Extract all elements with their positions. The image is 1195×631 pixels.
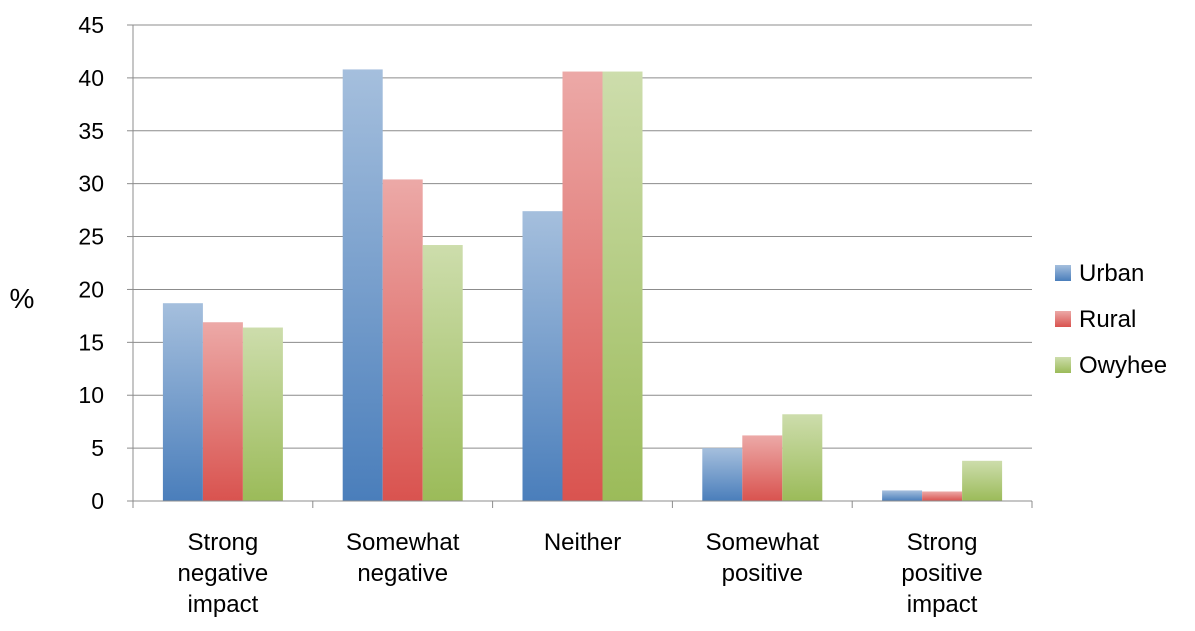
bar-urban — [162, 303, 203, 501]
bar-urban — [882, 490, 923, 501]
y-tick-label: 20 — [78, 276, 104, 302]
x-category-label: Neither — [544, 529, 621, 556]
x-category-label: Strong negative impact — [178, 529, 269, 618]
x-category-label-line: positive — [901, 560, 982, 587]
y-tick-labels: 0 5 10 15 20 25 30 35 40 45 — [78, 12, 104, 514]
bars — [162, 69, 1003, 502]
legend-label: Rural — [1079, 306, 1136, 333]
x-category-label-line: positive — [722, 560, 803, 587]
legend-item-owyhee: Owyhee — [1055, 352, 1167, 379]
bar-owyhee — [962, 460, 1003, 501]
legend-item-rural: Rural — [1055, 306, 1136, 333]
x-category-labels: Strong negative impact Somewhat negative Neit… — [178, 529, 983, 618]
y-tick-label: 10 — [78, 382, 104, 408]
x-category-label-line: Somewhat — [706, 529, 820, 556]
x-category-label-line: impact — [188, 591, 259, 618]
bar-urban — [522, 211, 563, 501]
y-tick-label: 35 — [78, 118, 104, 144]
legend-swatch — [1055, 311, 1071, 327]
bar-urban — [702, 448, 743, 501]
x-category-label-line: Neither — [544, 529, 621, 556]
bar-owyhee — [782, 414, 823, 501]
bar-rural — [742, 435, 783, 501]
x-category-label-line: Strong — [188, 529, 259, 556]
bar-rural — [382, 179, 423, 502]
legend-swatch — [1055, 265, 1071, 281]
y-tick-label: 15 — [78, 329, 104, 355]
bar-rural — [922, 491, 963, 501]
bar-urban — [342, 69, 383, 501]
legend-item-urban: Urban — [1055, 260, 1144, 287]
y-tick-label: 45 — [78, 12, 104, 38]
x-category-label: Somewhat negative — [346, 529, 460, 587]
bar-rural — [202, 322, 243, 501]
y-tick-label: 5 — [91, 435, 104, 461]
y-tick-label: 30 — [78, 171, 104, 197]
bar-owyhee — [242, 327, 283, 501]
x-category-label-line: Somewhat — [346, 529, 460, 556]
axes — [132, 25, 1033, 508]
legend-label: Owyhee — [1079, 352, 1167, 379]
y-tick-label: 40 — [78, 65, 104, 91]
legend: Urban Rural Owyhee — [1055, 260, 1167, 379]
x-category-label: Strong positive impact — [901, 529, 982, 618]
y-tick-label: 0 — [91, 488, 104, 514]
y-axis-label: % — [10, 283, 35, 314]
y-tick-label: 25 — [78, 224, 104, 250]
bar-rural — [562, 71, 603, 501]
x-category-label-line: negative — [178, 560, 269, 587]
legend-label: Urban — [1079, 260, 1144, 287]
bar-owyhee — [422, 245, 463, 501]
bar-owyhee — [602, 71, 643, 501]
legend-swatch — [1055, 357, 1071, 373]
x-category-label-line: Strong — [907, 529, 978, 556]
x-category-label: Somewhat positive — [706, 529, 820, 587]
x-category-label-line: negative — [357, 560, 448, 587]
x-category-label-line: impact — [907, 591, 978, 618]
